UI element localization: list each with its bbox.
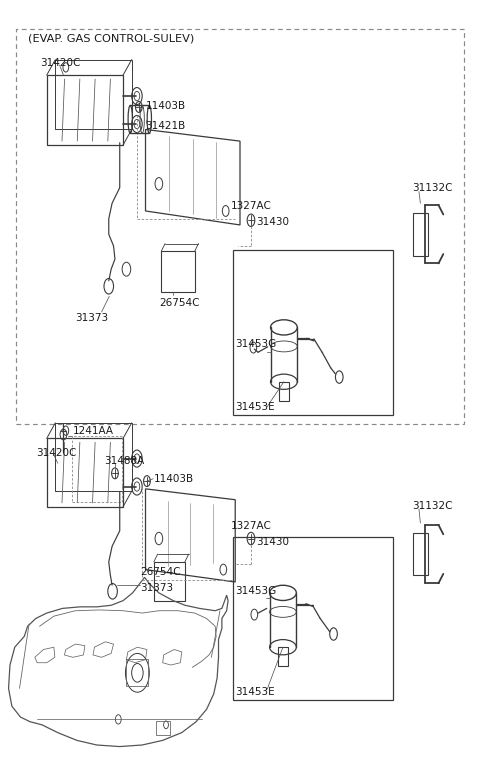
- Text: (EVAP. GAS CONTROL-SULEV): (EVAP. GAS CONTROL-SULEV): [28, 33, 194, 44]
- Text: 1327AC: 1327AC: [230, 201, 271, 211]
- Text: 31373: 31373: [140, 583, 173, 594]
- Bar: [55, 423, 132, 492]
- Bar: [277, 647, 288, 666]
- Bar: [16, 29, 464, 425]
- Text: 26754C: 26754C: [140, 567, 180, 577]
- Text: 31420C: 31420C: [40, 58, 81, 69]
- Text: 31453G: 31453G: [235, 340, 276, 350]
- Text: 31453E: 31453E: [235, 402, 275, 411]
- Bar: [55, 60, 132, 129]
- Text: 31488A: 31488A: [104, 456, 144, 466]
- Text: 31421B: 31421B: [145, 121, 186, 131]
- Bar: [233, 250, 393, 415]
- Text: 11403B: 11403B: [145, 101, 186, 111]
- Text: 1241AA: 1241AA: [73, 425, 114, 435]
- Text: 11403B: 11403B: [154, 474, 194, 484]
- Bar: [47, 75, 123, 145]
- Bar: [278, 382, 289, 400]
- Text: 31430: 31430: [256, 537, 289, 547]
- Text: 31430: 31430: [256, 217, 289, 227]
- Text: 31420C: 31420C: [36, 448, 76, 458]
- Text: 1327AC: 1327AC: [230, 521, 271, 531]
- Bar: [154, 562, 185, 601]
- Bar: [156, 721, 170, 735]
- Text: 31132C: 31132C: [412, 183, 452, 192]
- Bar: [413, 533, 428, 576]
- Text: 31453G: 31453G: [235, 587, 276, 596]
- Bar: [233, 537, 393, 700]
- Bar: [47, 439, 123, 506]
- Text: 31373: 31373: [75, 313, 108, 323]
- Bar: [161, 252, 195, 291]
- Text: 31132C: 31132C: [412, 501, 452, 511]
- Bar: [413, 213, 428, 256]
- Text: 26754C: 26754C: [159, 298, 199, 308]
- Text: 31453E: 31453E: [235, 687, 275, 697]
- Bar: [126, 659, 148, 686]
